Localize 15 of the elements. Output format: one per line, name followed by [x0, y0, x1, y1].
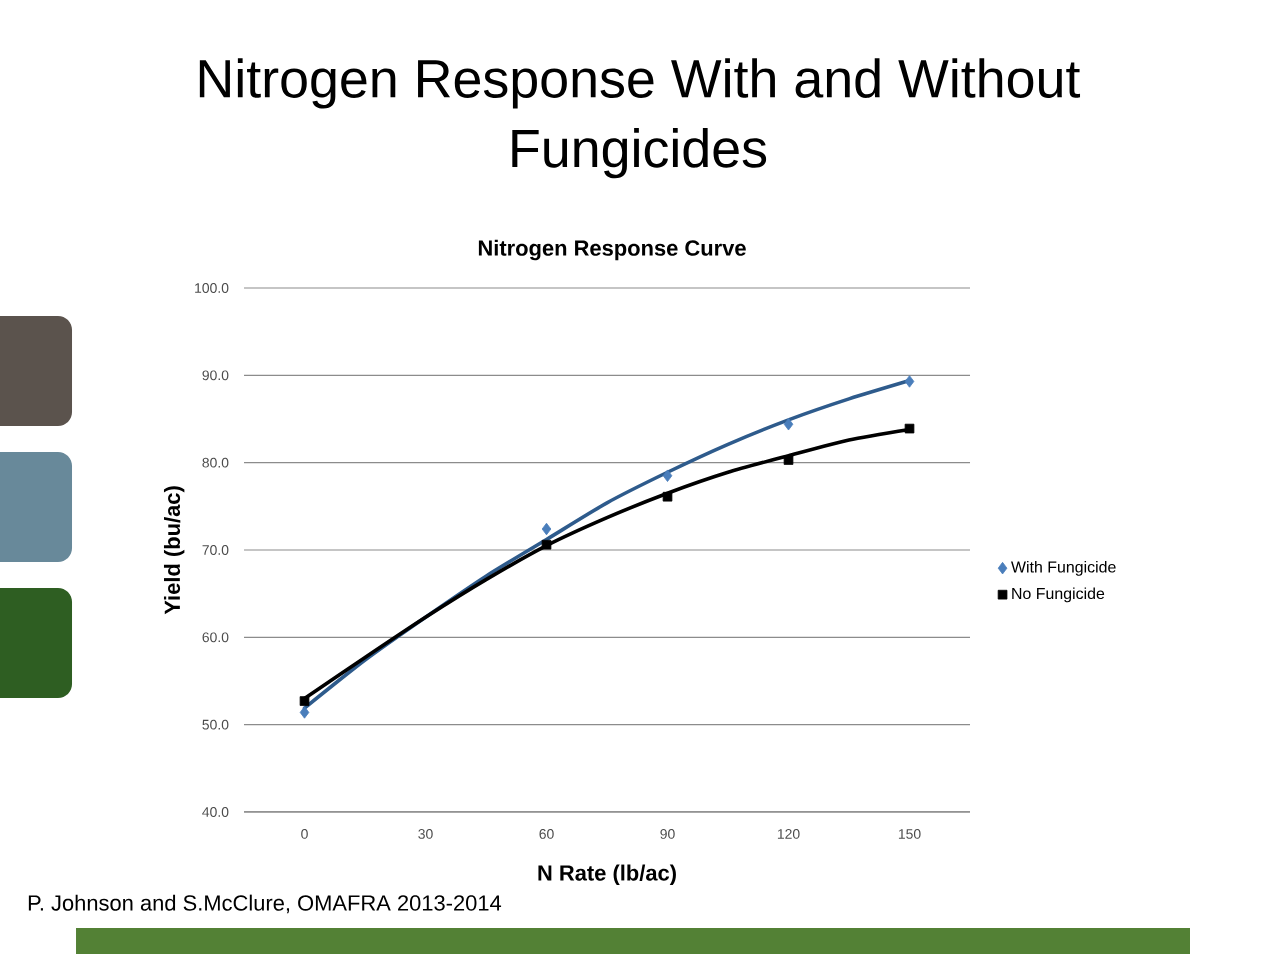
point — [541, 522, 552, 536]
text: P. Johnson and S.McClure, OMAFRA 2013-2014 — [28, 894, 502, 914]
point — [662, 469, 673, 482]
y-axis-title: Yield (bu/ac) — [163, 486, 185, 615]
point — [783, 418, 794, 431]
point — [299, 696, 310, 706]
chart-title: Nitrogen Response With and Without Fungicides — [199, 58, 1081, 179]
x-axis-title: N Rate (lb/ac) — [538, 864, 676, 885]
chart-subtitle: Nitrogen Response Curve — [478, 239, 746, 261]
point — [662, 491, 673, 502]
point — [783, 455, 794, 465]
point — [904, 375, 915, 388]
point — [541, 539, 552, 550]
point — [904, 423, 915, 434]
point — [299, 706, 310, 719]
